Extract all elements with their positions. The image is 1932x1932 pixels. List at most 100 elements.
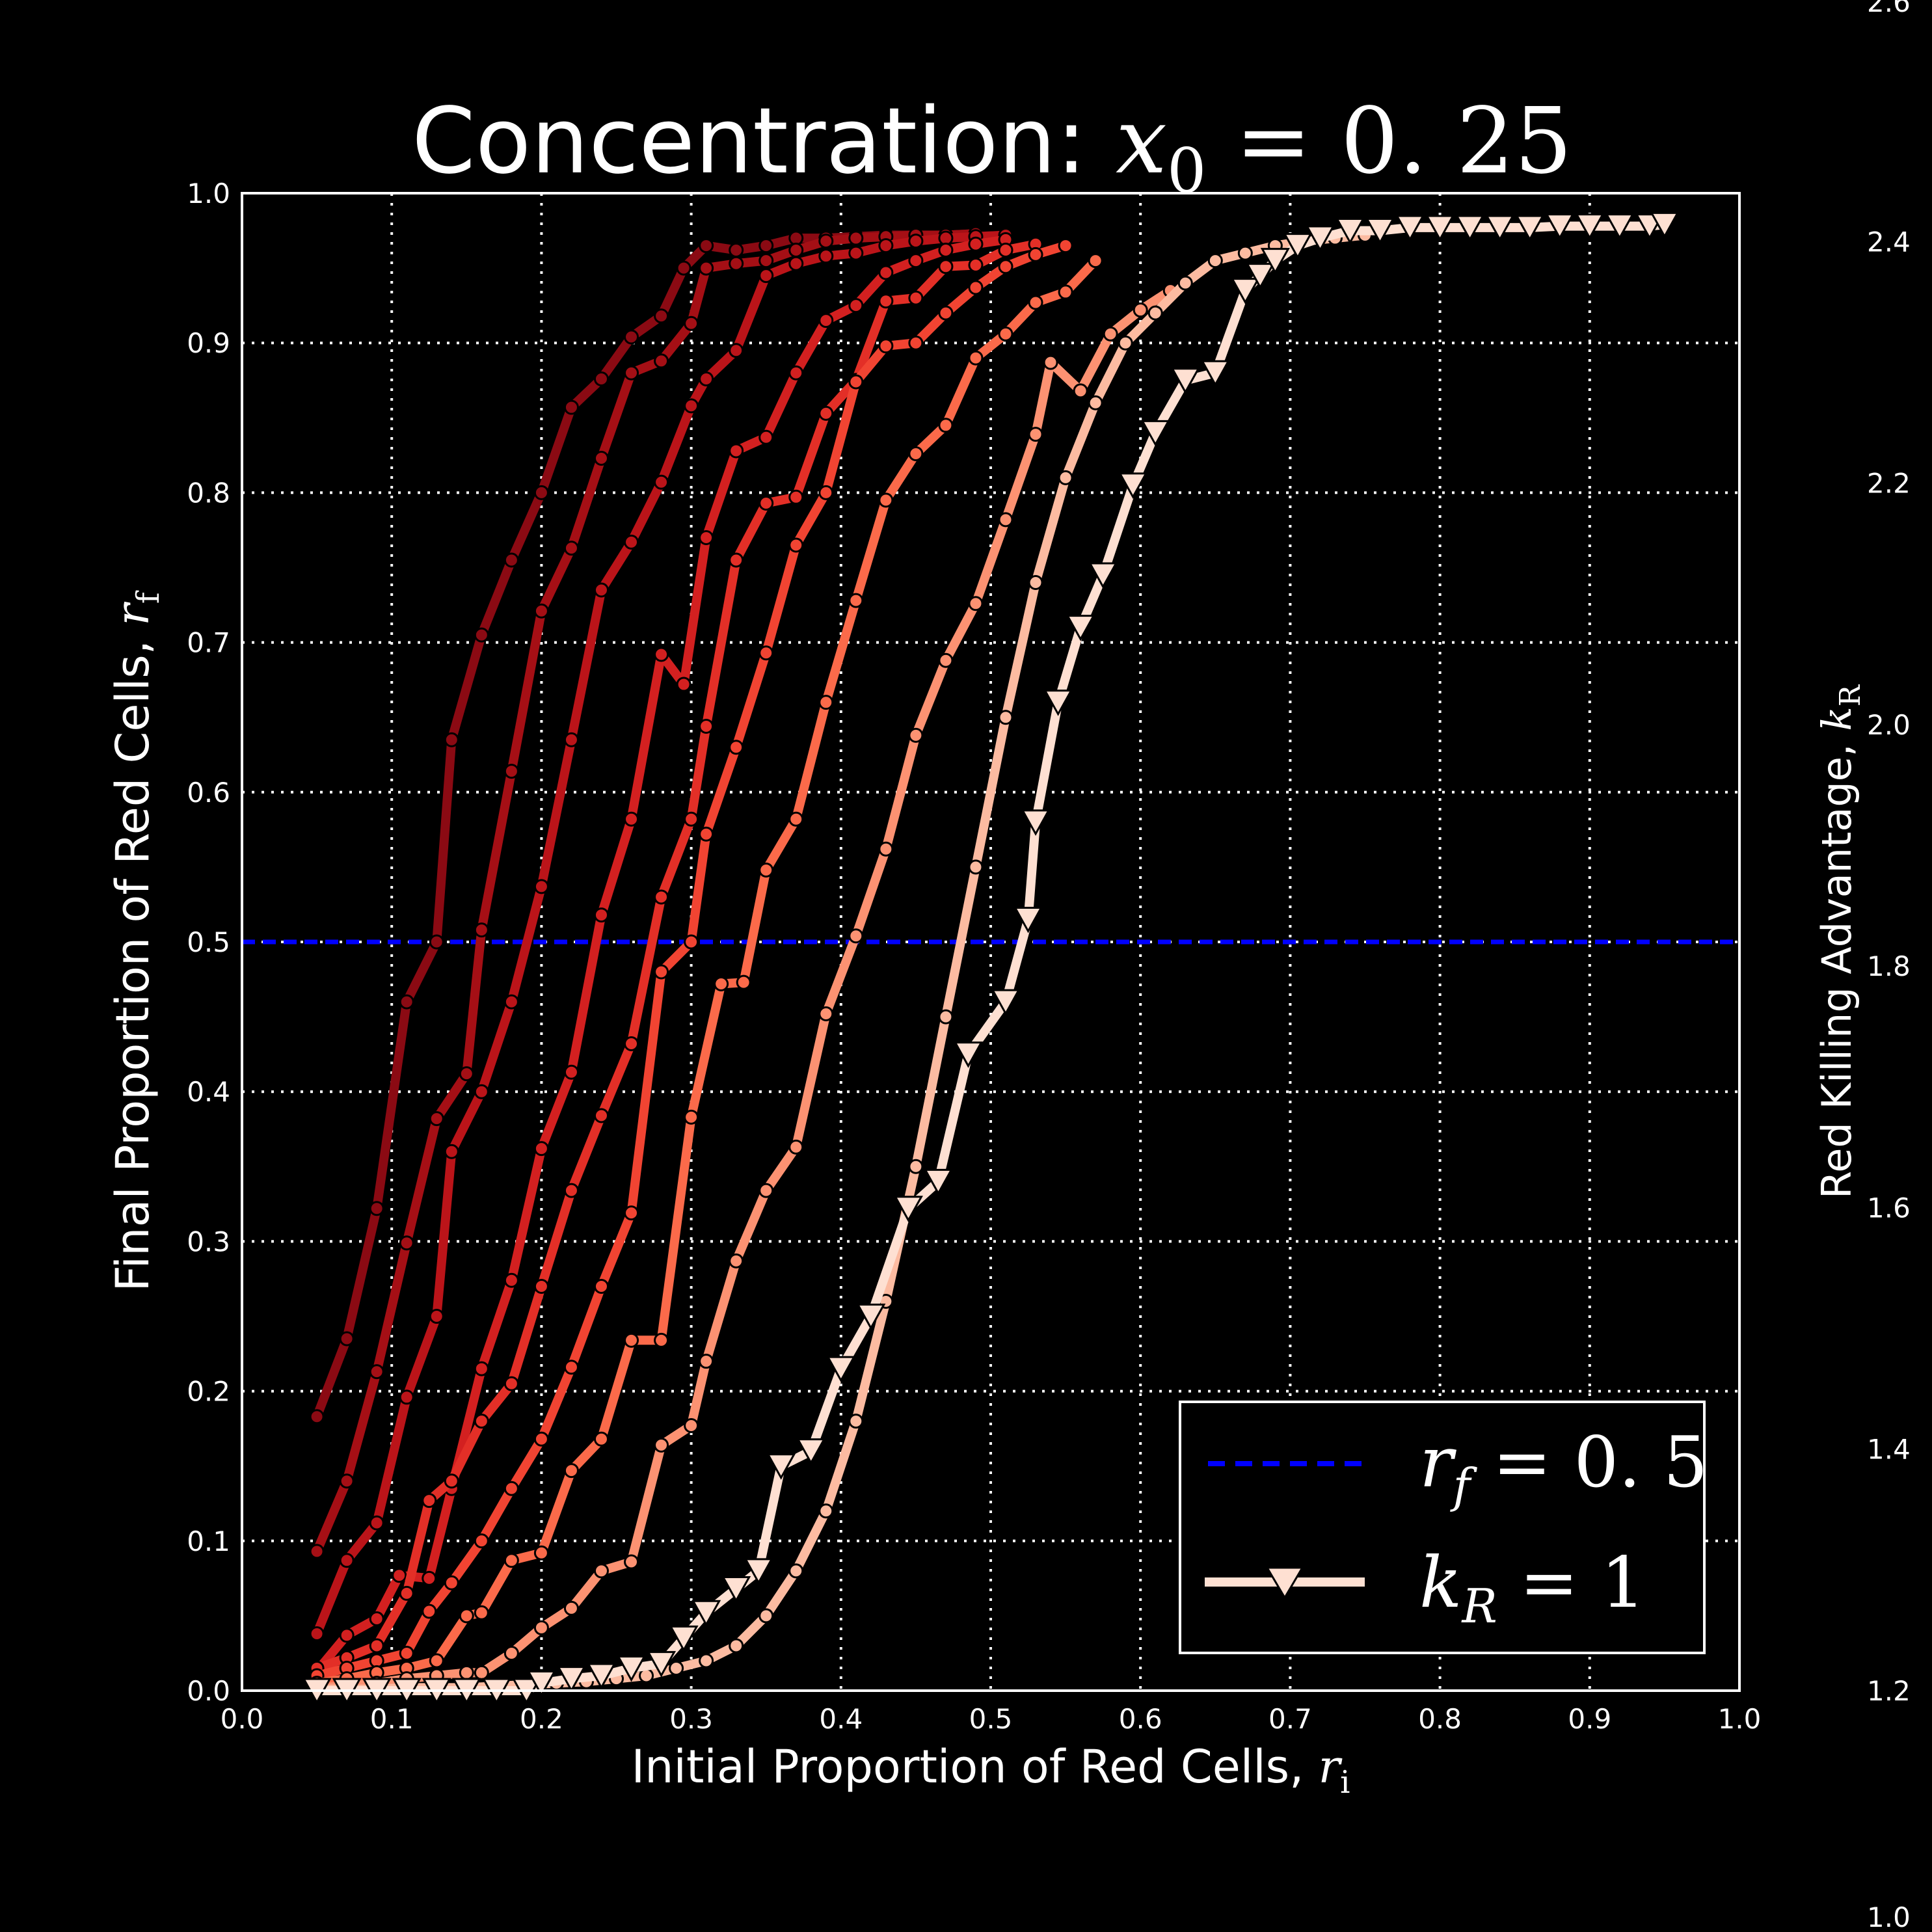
data-point xyxy=(818,248,834,264)
data-point xyxy=(533,1141,549,1157)
data-point-triangle xyxy=(526,1670,556,1697)
data-point xyxy=(729,242,744,258)
data-point xyxy=(684,1109,699,1125)
data-point xyxy=(684,398,699,414)
legend-triangle-marker-icon xyxy=(1265,1566,1304,1600)
data-point xyxy=(624,365,639,381)
data-point xyxy=(533,1431,549,1447)
data-point xyxy=(878,841,894,857)
data-point-triangle xyxy=(744,1558,773,1585)
data-point xyxy=(998,710,1013,725)
data-point xyxy=(1237,245,1253,261)
data-point xyxy=(818,485,834,500)
y-tick-label: 0.0 xyxy=(187,1675,230,1707)
data-point-triangle xyxy=(586,1663,617,1690)
colorbar-axis-label: Red Killing Advantage, kR xyxy=(1813,684,1867,1199)
data-point xyxy=(429,1111,444,1127)
series-group xyxy=(302,211,1680,1705)
data-point xyxy=(503,1481,519,1496)
data-point xyxy=(1043,355,1058,370)
data-point xyxy=(729,1638,744,1654)
data-point xyxy=(533,1278,549,1294)
data-point xyxy=(369,1515,384,1531)
data-point xyxy=(1028,575,1043,591)
data-point xyxy=(968,257,984,273)
data-point xyxy=(422,1603,437,1619)
data-point xyxy=(848,928,864,944)
data-point xyxy=(729,1253,744,1268)
data-point xyxy=(1073,383,1088,399)
data-point xyxy=(563,1360,579,1375)
legend: rf = 0. 5 kR = 1 xyxy=(1179,1401,1708,1654)
colorbar-tick-label: 2.4 xyxy=(1867,226,1911,258)
y-tick-label: 0.6 xyxy=(187,777,230,809)
data-point xyxy=(624,1332,639,1348)
data-point xyxy=(399,1645,414,1661)
data-point xyxy=(699,1354,714,1369)
series-3 xyxy=(309,232,1013,1679)
data-point xyxy=(593,1431,609,1447)
data-point xyxy=(593,582,609,598)
colorbar-tick-label: 2.0 xyxy=(1867,709,1911,741)
data-point xyxy=(938,1009,954,1025)
data-point xyxy=(788,256,804,271)
data-point xyxy=(1133,302,1148,318)
data-point xyxy=(998,242,1013,258)
data-point xyxy=(1177,275,1193,291)
data-point-triangle xyxy=(1575,213,1605,240)
data-point-triangle xyxy=(669,1625,699,1652)
data-point xyxy=(474,1665,489,1680)
data-point xyxy=(503,764,519,779)
y-axis-label: Final Proportion of Red Cells, rf xyxy=(106,590,167,1291)
data-point xyxy=(369,1201,384,1216)
x-tick-label: 0.9 xyxy=(1568,1703,1611,1735)
data-point xyxy=(593,1108,609,1123)
data-point xyxy=(1058,238,1073,254)
data-point xyxy=(474,1361,489,1376)
data-point xyxy=(309,1544,325,1559)
data-point xyxy=(938,418,954,433)
data-point xyxy=(699,530,714,545)
data-point-triangle xyxy=(796,1438,826,1465)
data-point-triangle xyxy=(953,1041,984,1068)
data-point xyxy=(938,305,954,321)
data-point-triangle xyxy=(1118,472,1148,499)
data-point-triangle xyxy=(647,1651,677,1678)
x-tick-labels: 0.0 0.1 0.2 0.3 0.4 0.5 0.6 0.7 0.8 0.9 1.0 xyxy=(221,1703,1762,1735)
series-4 xyxy=(309,236,1043,1676)
data-point xyxy=(878,338,894,354)
data-point xyxy=(563,541,579,556)
data-point-triangle xyxy=(1170,368,1200,394)
data-point xyxy=(788,537,804,553)
data-point-triangle xyxy=(1515,215,1545,242)
y-tick-label: 0.9 xyxy=(187,327,230,359)
data-point-triangle xyxy=(1335,218,1365,245)
data-point xyxy=(938,652,954,668)
data-point xyxy=(684,1418,699,1434)
data-point xyxy=(1147,305,1163,321)
data-point xyxy=(654,889,669,905)
data-point xyxy=(444,732,459,747)
colorbar-tick-label: 1.6 xyxy=(1867,1192,1911,1224)
data-point xyxy=(699,1653,714,1669)
data-point xyxy=(429,1309,444,1324)
colorbar-tick-labels: 1.0 1.2 1.4 1.6 1.8 2.0 2.2 2.4 2.6 xyxy=(1867,0,1911,1932)
data-point xyxy=(968,859,984,875)
data-point xyxy=(533,603,549,619)
data-point xyxy=(938,242,954,258)
y-tick-label: 0.7 xyxy=(187,627,230,659)
data-point xyxy=(309,1409,325,1425)
data-point xyxy=(669,1660,684,1676)
data-point xyxy=(758,1608,774,1624)
data-point xyxy=(1028,427,1043,442)
legend-box xyxy=(1179,1401,1706,1654)
data-point xyxy=(998,512,1013,528)
data-point xyxy=(593,907,609,923)
data-point xyxy=(624,1554,639,1570)
data-point xyxy=(699,826,714,842)
data-point xyxy=(624,1036,639,1052)
data-point xyxy=(788,242,804,258)
data-point xyxy=(684,315,699,331)
data-point xyxy=(878,293,894,309)
data-point xyxy=(968,236,984,252)
